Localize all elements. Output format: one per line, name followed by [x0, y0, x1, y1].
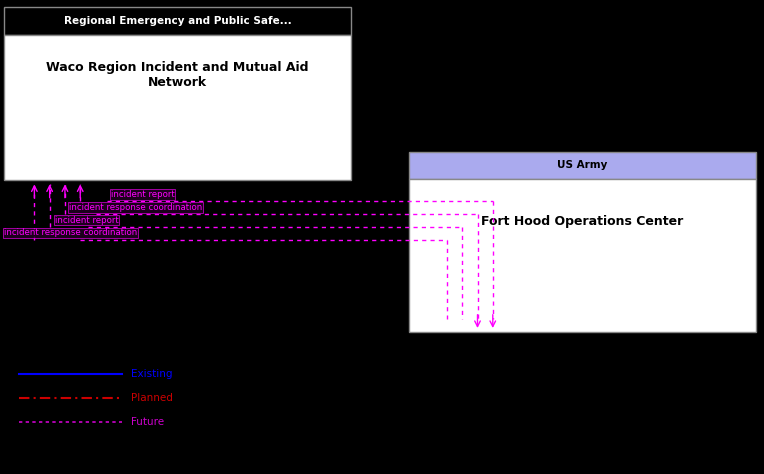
Text: incident report: incident report [111, 190, 174, 199]
Text: US Army: US Army [558, 160, 607, 171]
Text: Future: Future [131, 417, 164, 427]
Bar [409, 179, 756, 332]
Text: Fort Hood Operations Center: Fort Hood Operations Center [481, 215, 684, 228]
Text: incident report: incident report [55, 216, 118, 225]
Bar [4, 7, 351, 35]
Text: Existing: Existing [131, 369, 173, 380]
Text: Planned: Planned [131, 393, 173, 403]
Text: Regional Emergency and Public Safe...: Regional Emergency and Public Safe... [63, 16, 292, 26]
Text: incident response coordination: incident response coordination [69, 203, 202, 212]
Bar [409, 152, 756, 179]
Text: Waco Region Incident and Mutual Aid
Network: Waco Region Incident and Mutual Aid Netw… [47, 61, 309, 89]
Text: incident response coordination: incident response coordination [4, 228, 137, 237]
Bar [4, 35, 351, 180]
